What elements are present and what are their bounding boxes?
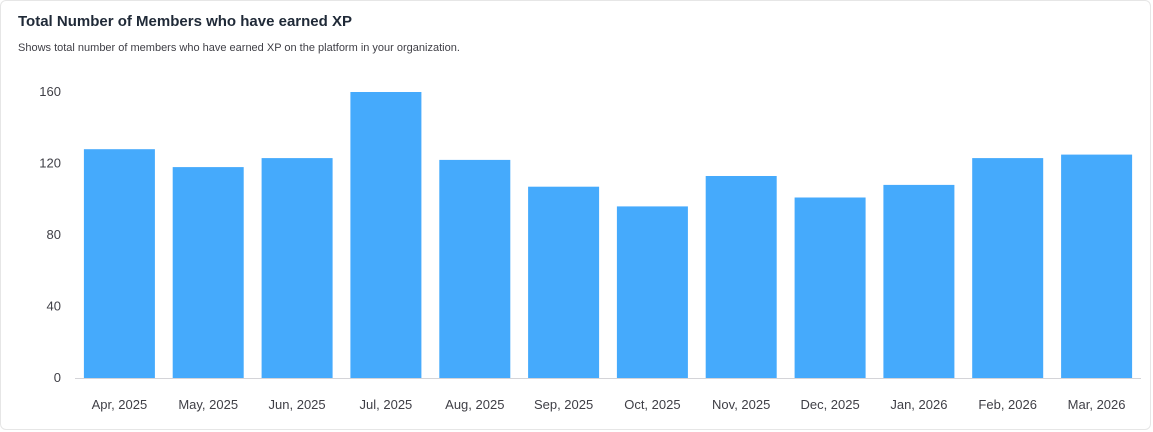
bar[interactable] (972, 158, 1044, 378)
bar[interactable] (172, 167, 244, 378)
x-tick-label: Nov, 2025 (712, 397, 770, 412)
chart-subtitle: Shows total number of members who have e… (18, 42, 460, 54)
x-tick-label: Feb, 2026 (978, 397, 1037, 412)
bar[interactable] (83, 149, 155, 378)
bar[interactable] (883, 184, 955, 378)
x-tick-label: Jun, 2025 (269, 397, 326, 412)
bar[interactable] (261, 158, 333, 378)
x-tick-label: Jan, 2026 (890, 397, 947, 412)
bar[interactable] (705, 176, 777, 378)
y-tick-label: 160 (39, 84, 61, 99)
chart-title: Total Number of Members who have earned … (18, 13, 352, 30)
x-tick-label: Oct, 2025 (624, 397, 680, 412)
x-tick-label: May, 2025 (178, 397, 238, 412)
x-tick-label: Apr, 2025 (92, 397, 148, 412)
y-tick-label: 0 (54, 370, 61, 385)
y-tick-label: 120 (39, 156, 61, 171)
bar[interactable] (439, 159, 511, 378)
x-tick-label: Jul, 2025 (360, 397, 413, 412)
bar[interactable] (616, 206, 688, 378)
x-tick-label: Sep, 2025 (534, 397, 593, 412)
x-tick-label: Dec, 2025 (800, 397, 859, 412)
bar[interactable] (528, 186, 600, 378)
x-tick-label: Aug, 2025 (445, 397, 504, 412)
y-tick-label: 40 (47, 299, 61, 314)
bar[interactable] (1061, 154, 1133, 378)
y-tick-label: 80 (47, 227, 61, 242)
bar[interactable] (350, 92, 422, 378)
x-tick-label: Mar, 2026 (1068, 397, 1126, 412)
bar[interactable] (794, 197, 866, 379)
